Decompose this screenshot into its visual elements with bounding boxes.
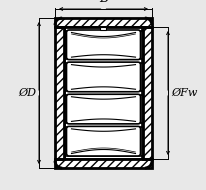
- Text: ØD: ØD: [18, 88, 36, 98]
- Text: B: B: [99, 0, 108, 5]
- Bar: [55, 27, 64, 159]
- Bar: [55, 18, 152, 168]
- Bar: [55, 27, 64, 159]
- Bar: [55, 18, 152, 27]
- Bar: [55, 18, 152, 27]
- Bar: [143, 27, 152, 159]
- Bar: [64, 27, 143, 159]
- Text: ØFw: ØFw: [171, 88, 197, 98]
- Bar: [55, 159, 152, 168]
- Bar: [55, 159, 152, 168]
- Bar: [101, 27, 107, 30]
- FancyBboxPatch shape: [67, 94, 140, 124]
- Bar: [143, 27, 152, 159]
- FancyBboxPatch shape: [67, 126, 140, 156]
- FancyBboxPatch shape: [67, 62, 140, 92]
- FancyBboxPatch shape: [67, 30, 140, 60]
